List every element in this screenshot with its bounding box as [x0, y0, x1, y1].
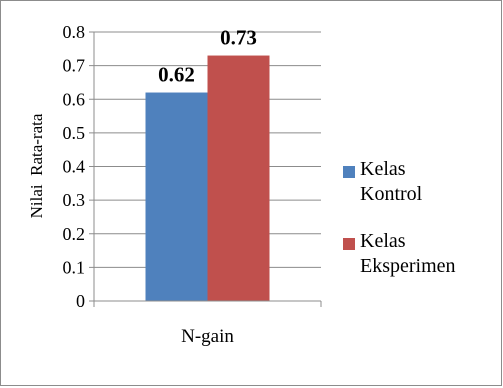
legend-label-eksperimen-line2: Eksperimen: [360, 255, 456, 277]
bars: [145, 55, 270, 302]
y-tick-label: 0.8: [63, 22, 86, 42]
data-label-kelas-eksperimen: 0.73: [220, 26, 257, 50]
data-labels: 0.62 0.73: [158, 26, 257, 87]
legend-swatch-eksperimen: [343, 238, 355, 250]
bar-kelas-kontrol: [145, 92, 208, 302]
legend-label-kontrol-line1: Kelas: [360, 158, 406, 180]
legend-swatch-kontrol: [343, 166, 355, 178]
y-tick-label: 0.4: [63, 157, 86, 177]
x-axis: N-gain: [93, 300, 322, 347]
y-tick-label: 0.5: [63, 123, 86, 143]
y-tick-label: 0.3: [63, 190, 86, 210]
legend-label-eksperimen-line1: Kelas: [360, 230, 406, 252]
y-tick-label: 0.7: [63, 56, 86, 76]
y-tick-label: 0.6: [63, 89, 86, 109]
bar-kelas-eksperimen: [207, 55, 270, 301]
x-category-label: N-gain: [181, 326, 234, 347]
y-tick-label: 0.2: [63, 224, 86, 244]
y-axis-label: Nilai Rata-rata: [27, 113, 46, 218]
y-tick-label: 0.1: [63, 257, 86, 277]
y-tick-label: 0: [76, 291, 85, 311]
y-axis: 0 0.1 0.2 0.3 0.4 0.5 0.6 0.7 0.8: [63, 22, 95, 311]
data-label-kelas-kontrol: 0.62: [158, 63, 195, 87]
legend-label-kontrol-line2: Kontrol: [360, 183, 423, 205]
